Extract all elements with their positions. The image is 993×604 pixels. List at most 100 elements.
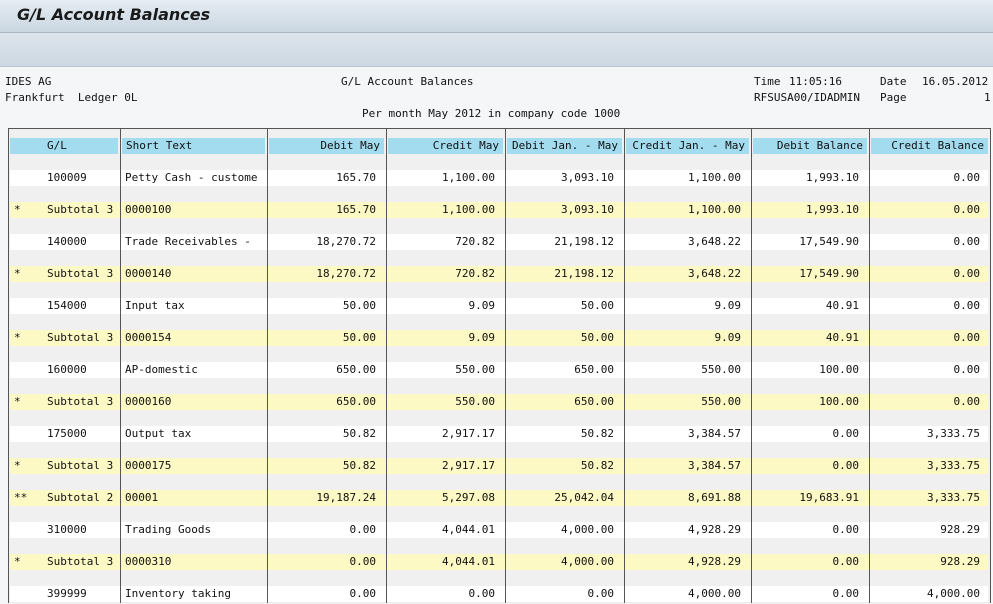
amount-cell: 17,549.90 (799, 235, 859, 248)
gl-cell: 310000 (47, 523, 87, 536)
column-header: Debit Jan. - May (507, 138, 622, 154)
gl-cell: Subtotal 3 (47, 203, 114, 216)
amount-cell: 3,384.57 (688, 459, 741, 472)
amount-cell: 0.00 (953, 363, 981, 376)
amount-cell: 650.00 (336, 395, 376, 408)
amount-cell: 25,042.04 (554, 491, 614, 504)
row-band (10, 586, 988, 602)
gl-cell: 160000 (47, 363, 87, 376)
amount-cell: 550.00 (701, 363, 741, 376)
row-band (10, 362, 988, 378)
amount-cell: 0.00 (587, 587, 615, 600)
amount-cell: 0.00 (953, 267, 981, 280)
amount-cell: 3,093.10 (561, 171, 614, 184)
amount-cell: 18,270.72 (316, 235, 376, 248)
page-number: 1 (984, 91, 991, 104)
amount-cell: 19,683.91 (799, 491, 859, 504)
amount-cell: 4,928.29 (688, 555, 741, 568)
amount-cell: 0.00 (953, 395, 981, 408)
text-cell: Inventory taking (125, 587, 231, 600)
row-band (10, 458, 988, 474)
row-band (10, 554, 988, 570)
row-marker: ** (14, 491, 28, 504)
amount-cell: 720.82 (455, 235, 495, 248)
amount-cell: 0.00 (953, 203, 981, 216)
text-cell: Trade Receivables - (125, 235, 251, 248)
amount-cell: 928.29 (940, 523, 980, 536)
column-header: G/L (10, 138, 118, 154)
amount-cell: 100.00 (819, 363, 859, 376)
text-cell: AP-domestic (125, 363, 198, 376)
row-band (10, 202, 988, 218)
amount-cell: 21,198.12 (554, 235, 614, 248)
amount-cell: 2,917.17 (442, 459, 495, 472)
city-ledger: Frankfurt Ledger 0L (5, 91, 138, 104)
text-cell: Output tax (125, 427, 192, 440)
gl-cell: 399999 (47, 587, 87, 600)
amount-cell: 18,270.72 (316, 267, 376, 280)
row-band (10, 234, 988, 250)
amount-cell: 40.91 (825, 299, 859, 312)
gl-cell: 175000 (47, 427, 87, 440)
amount-cell: 50.82 (580, 459, 614, 472)
row-marker: * (14, 555, 21, 568)
amount-cell: 3,384.57 (688, 427, 741, 440)
amount-cell: 50.00 (580, 299, 614, 312)
amount-cell: 1,100.00 (688, 171, 741, 184)
row-band (10, 394, 988, 410)
text-cell: 0000140 (125, 267, 172, 280)
amount-cell: 1,993.10 (806, 203, 859, 216)
page-label: Page (880, 91, 907, 104)
amount-cell: 3,333.75 (927, 427, 980, 440)
amount-cell: 3,648.22 (688, 267, 741, 280)
text-cell: 0000154 (125, 331, 172, 344)
column-header: Credit Jan. - May (626, 138, 749, 154)
row-band (10, 522, 988, 538)
amount-cell: 50.82 (580, 427, 614, 440)
amount-cell: 50.00 (580, 331, 614, 344)
amount-cell: 50.00 (342, 299, 376, 312)
row-marker: * (14, 395, 21, 408)
row-marker (10, 522, 40, 538)
amount-cell: 550.00 (701, 395, 741, 408)
amount-cell: 21,198.12 (554, 267, 614, 280)
grid-line (267, 128, 268, 603)
amount-cell: 3,333.75 (927, 459, 980, 472)
row-marker: * (14, 459, 21, 472)
time-label: Time (754, 75, 781, 88)
gl-cell: Subtotal 3 (47, 267, 114, 280)
row-marker: * (14, 203, 21, 216)
gl-cell: 140000 (47, 235, 87, 248)
gl-cell: Subtotal 3 (47, 331, 114, 344)
amount-cell: 0.00 (953, 331, 981, 344)
row-marker (10, 362, 40, 378)
row-band (10, 330, 988, 346)
grid-line (120, 128, 121, 603)
amount-cell: 1,100.00 (442, 203, 495, 216)
amount-cell: 17,549.90 (799, 267, 859, 280)
amount-cell: 4,044.01 (442, 555, 495, 568)
date: 16.05.2012 (922, 75, 989, 88)
row-marker (10, 426, 40, 442)
report-title: G/L Account Balances (341, 75, 474, 88)
amount-cell: 9.09 (468, 299, 496, 312)
column-header: Credit May (388, 138, 503, 154)
amount-cell: 0.00 (832, 459, 860, 472)
amount-cell: 165.70 (336, 203, 376, 216)
amount-cell: 0.00 (832, 427, 860, 440)
text-cell: Petty Cash - custome (125, 171, 258, 184)
row-band (10, 266, 988, 282)
amount-cell: 0.00 (468, 587, 496, 600)
column-header: Short Text (122, 138, 265, 154)
gl-cell: Subtotal 3 (47, 395, 114, 408)
gl-cell: Subtotal 3 (47, 555, 114, 568)
gl-cell: 154000 (47, 299, 87, 312)
company: IDES AG (5, 75, 52, 88)
row-marker (10, 170, 40, 186)
report-subtitle: Per month May 2012 in company code 1000 (362, 107, 621, 120)
amount-cell: 4,928.29 (688, 523, 741, 536)
grid-line (990, 128, 991, 603)
amount-cell: 9.09 (468, 331, 496, 344)
amount-cell: 9.09 (714, 299, 742, 312)
amount-cell: 1,100.00 (688, 203, 741, 216)
